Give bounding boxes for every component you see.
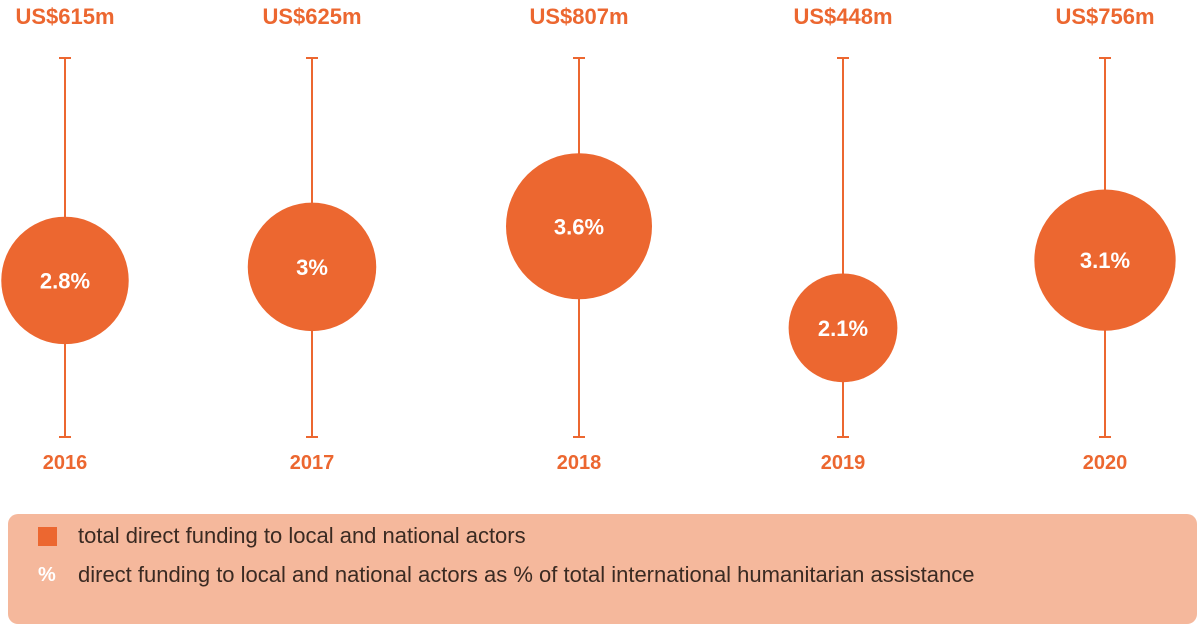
funding-bubble <box>1034 189 1176 331</box>
funding-amount-label: US$756m <box>1055 4 1154 29</box>
funding-bubble <box>788 273 898 383</box>
funding-amount-label: US$807m <box>529 4 628 29</box>
percent-data-label: 2.1% <box>818 316 868 341</box>
square-swatch-icon <box>38 526 57 546</box>
year-tick-label: 2020 <box>1083 452 1128 474</box>
year-tick-label: 2018 <box>557 452 602 474</box>
percent-symbol-icon: % <box>38 563 56 586</box>
percent-data-label: 3.6% <box>554 214 604 239</box>
year-tick-label: 2017 <box>290 452 335 474</box>
funding-bubble <box>506 153 652 300</box>
funding-amount-label: US$448m <box>793 4 892 29</box>
legend: total direct funding to local and nation… <box>8 514 1197 624</box>
percent-data-label: 3.1% <box>1080 248 1130 273</box>
year-tick-label: 2019 <box>821 452 866 474</box>
funding-bubble <box>1 216 129 345</box>
percent-data-label: 3% <box>296 255 328 280</box>
funding-chart: US$615m 2.8% 2016 US$625m 3% 2017 US$807m 3.6% 2… <box>1 4 1176 474</box>
funding-amount-label: US$615m <box>15 4 114 29</box>
funding-amount-label: US$625m <box>262 4 361 29</box>
percent-data-label: 2.8% <box>40 268 90 293</box>
legend-label-total-funding: total direct funding to local and nation… <box>78 523 526 548</box>
legend-label-percent: direct funding to local and national act… <box>78 562 975 587</box>
funding-bubble <box>247 202 377 332</box>
year-tick-label: 2016 <box>43 452 88 474</box>
